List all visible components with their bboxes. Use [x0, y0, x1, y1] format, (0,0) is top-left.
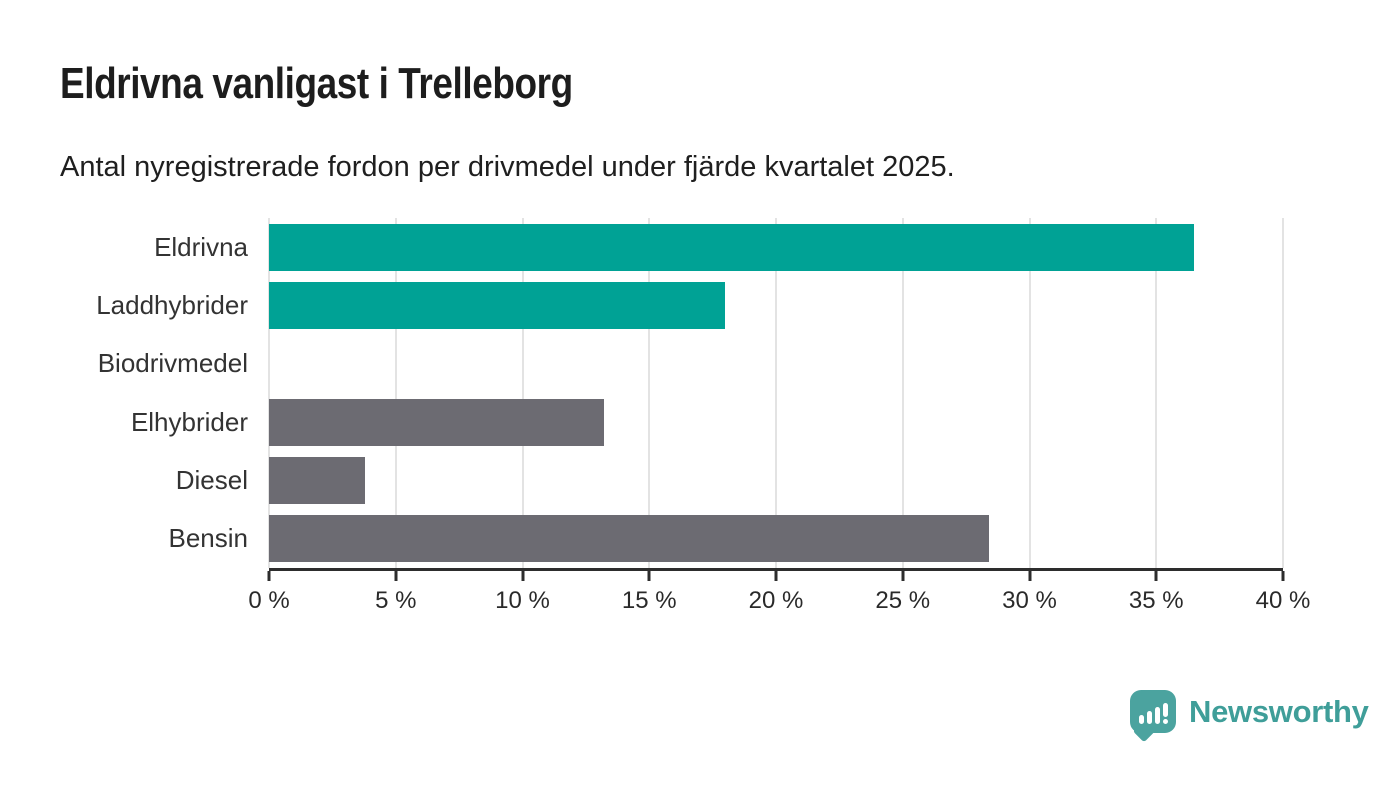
bar-row	[269, 335, 1283, 393]
gridline	[521, 218, 524, 568]
bar-chart-glyph-icon	[1130, 690, 1176, 733]
axis-tick-label: 0 %	[248, 587, 290, 614]
chart-subtitle: Antal nyregistrerade fordon per drivmede…	[60, 151, 955, 183]
axis-tick-label: 10 %	[495, 587, 550, 614]
axis-tick-label: 20 %	[748, 587, 804, 614]
bar-eldrivna	[269, 223, 1195, 271]
axis-tick	[901, 571, 905, 581]
category-label: Elhybrider	[130, 406, 248, 437]
axis-tick	[267, 571, 271, 581]
brand-name: Newsworthy	[1189, 693, 1369, 729]
bar-elhybrider	[269, 398, 604, 446]
axis-tick	[647, 571, 651, 581]
category-label: Eldrivna	[154, 231, 248, 262]
axis-tick-label: 5 %	[375, 587, 417, 614]
axis-tick-label: 35 %	[1128, 587, 1184, 614]
chart-title: Eldrivna vanligast i Trelleborg	[60, 59, 573, 108]
gridlines-layer	[268, 218, 1284, 568]
gridline	[1155, 218, 1158, 568]
axis-tick	[1281, 571, 1285, 581]
newsworthy-logo-icon	[1130, 690, 1176, 733]
plot-area	[268, 218, 1284, 571]
bar-laddhybrider	[269, 281, 726, 329]
axis-tick-label: 15 %	[621, 587, 677, 614]
axis-tick	[521, 571, 524, 581]
bar-row	[269, 510, 1283, 568]
gridline	[1028, 218, 1031, 568]
gridline	[1282, 218, 1284, 568]
bars-layer	[269, 218, 1283, 568]
bar-diesel	[269, 456, 366, 504]
gridline	[648, 218, 651, 568]
axis-tick	[774, 571, 778, 581]
gridline	[901, 218, 904, 568]
axis-tick-label: 25 %	[875, 587, 931, 614]
bar-row	[269, 393, 1283, 451]
bar-row	[269, 451, 1283, 509]
axis-tick-label: 40 %	[1255, 587, 1311, 614]
category-label: Diesel	[175, 464, 248, 495]
exclamation-glyph-icon	[1162, 703, 1168, 724]
category-label: Biodrivmedel	[97, 348, 248, 379]
category-labels: Eldrivna Laddhybrider Biodrivmedel Elhybrid…	[0, 218, 248, 568]
gridline	[775, 218, 777, 568]
bar-row	[269, 218, 1283, 276]
bar-bensin	[269, 515, 989, 563]
x-axis: 0 % 5 % 10 % 15 % 20 % 25 % 30 % 35 % 40 %	[248, 571, 1310, 631]
axis-tick	[1028, 571, 1031, 581]
gridline	[394, 218, 397, 568]
axis-tick	[1154, 571, 1158, 581]
category-label: Bensin	[168, 523, 249, 554]
axis-tick-label: 30 %	[1002, 587, 1057, 614]
category-label: Laddhybrider	[96, 289, 248, 320]
brand-logo: Newsworthy	[1130, 690, 1369, 733]
axis-tick	[394, 571, 398, 581]
bar-row	[269, 276, 1283, 334]
gridline	[268, 218, 270, 568]
